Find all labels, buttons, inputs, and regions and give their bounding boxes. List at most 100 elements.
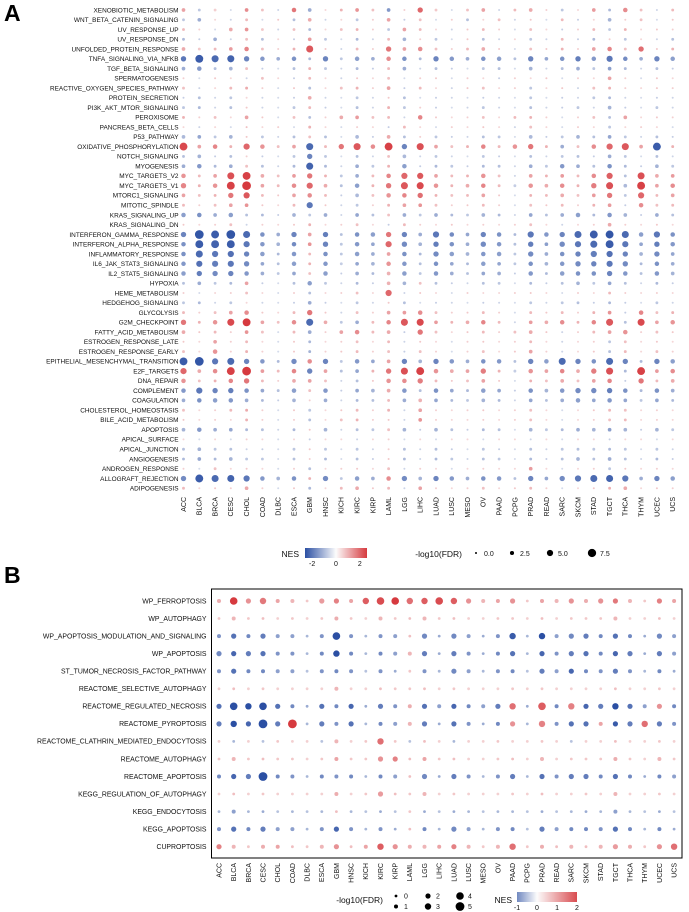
svg-text:NOTCH_SIGNALING: NOTCH_SIGNALING [117, 154, 179, 161]
svg-text:ANDROGEN_RESPONSE: ANDROGEN_RESPONSE [102, 466, 179, 473]
svg-text:INTERFERON_ALPHA_RESPONSE: INTERFERON_ALPHA_RESPONSE [73, 242, 180, 249]
panel-b-frame [211, 588, 683, 859]
svg-text:ST_TUMOR_NECROSIS_FACTOR_PATHW: ST_TUMOR_NECROSIS_FACTOR_PATHWAY [61, 669, 207, 676]
svg-text:LGG: LGG [402, 497, 409, 512]
svg-text:UNFOLDED_PROTEIN_RESPONSE: UNFOLDED_PROTEIN_RESPONSE [72, 46, 180, 53]
svg-text:ESCA: ESCA [319, 863, 326, 882]
svg-text:HYPOXIA: HYPOXIA [150, 281, 179, 288]
svg-text:7.5: 7.5 [600, 551, 610, 558]
svg-text:5.0: 5.0 [558, 551, 568, 558]
svg-text:REACTIVE_OXYGEN_SPECIES_PATHWA: REACTIVE_OXYGEN_SPECIES_PATHWAY [50, 85, 179, 92]
svg-text:DNA_REPAIR: DNA_REPAIR [138, 378, 179, 385]
svg-text:ESTROGEN_RESPONSE_LATE: ESTROGEN_RESPONSE_LATE [84, 339, 179, 346]
svg-text:FATTY_ACID_METABOLISM: FATTY_ACID_METABOLISM [95, 329, 179, 336]
svg-text:0.0: 0.0 [484, 551, 494, 558]
svg-text:LUAD: LUAD [433, 497, 440, 516]
svg-text:PCPG: PCPG [525, 863, 532, 883]
svg-text:PAAD: PAAD [497, 497, 504, 516]
svg-text:STAD: STAD [598, 863, 605, 881]
svg-text:KICH: KICH [339, 497, 346, 514]
svg-text:-1: -1 [514, 905, 520, 912]
svg-text:2: 2 [575, 905, 579, 912]
svg-text:KIRC: KIRC [378, 863, 385, 880]
svg-text:IL2_STAT5_SIGNALING: IL2_STAT5_SIGNALING [108, 271, 178, 278]
svg-text:REACTOME_AUTOPHAGY: REACTOME_AUTOPHAGY [121, 756, 207, 763]
svg-text:BLCA: BLCA [197, 497, 204, 516]
svg-text:ACC: ACC [216, 863, 223, 878]
svg-text:PCPG: PCPG [512, 497, 519, 517]
svg-text:LUAD: LUAD [451, 863, 458, 882]
svg-text:TGF_BETA_SIGNALING: TGF_BETA_SIGNALING [107, 66, 178, 73]
svg-text:THCA: THCA [623, 497, 630, 516]
svg-text:KIRP: KIRP [370, 497, 377, 514]
svg-text:5: 5 [468, 904, 472, 911]
svg-text:IL6_JAK_STAT3_SIGNALING: IL6_JAK_STAT3_SIGNALING [93, 261, 179, 268]
panel-b-dots [216, 597, 678, 850]
svg-text:READ: READ [544, 497, 551, 516]
svg-text:LGG: LGG [422, 863, 429, 878]
svg-text:KRAS_SIGNALING_UP: KRAS_SIGNALING_UP [110, 212, 179, 219]
svg-text:KEGG_ENDOCYTOSIS: KEGG_ENDOCYTOSIS [133, 809, 207, 816]
svg-text:SARC: SARC [569, 863, 576, 882]
svg-text:COAGULATION: COAGULATION [132, 398, 179, 405]
svg-text:HEDGEHOG_SIGNALING: HEDGEHOG_SIGNALING [102, 300, 178, 307]
svg-text:BRCA: BRCA [246, 863, 253, 883]
svg-text:MYC_TARGETS_V2: MYC_TARGETS_V2 [119, 173, 179, 180]
svg-text:REACTOME_PYROPTOSIS: REACTOME_PYROPTOSIS [119, 721, 207, 728]
svg-text:MESO: MESO [465, 496, 472, 517]
svg-text:4: 4 [468, 894, 472, 901]
svg-text:REACTOME_CLATHRIN_MEDIATED_END: REACTOME_CLATHRIN_MEDIATED_ENDOCYTOSIS [37, 739, 207, 746]
svg-text:THYM: THYM [639, 497, 646, 517]
svg-text:PAAD: PAAD [510, 863, 517, 882]
svg-text:SKCM: SKCM [575, 497, 582, 517]
svg-text:0: 0 [535, 905, 539, 912]
svg-text:SARC: SARC [560, 497, 567, 516]
panel-b-row-labels: WP_FERROPTOSIS WP_AUTOPHAGY WP_APOPTOSIS_M… [37, 598, 207, 851]
svg-text:1: 1 [555, 905, 559, 912]
svg-text:GBM: GBM [334, 863, 341, 879]
svg-text:GLYCOLYSIS: GLYCOLYSIS [139, 310, 179, 317]
svg-text:CHOL: CHOL [275, 863, 282, 883]
svg-text:SPERMATOGENESIS: SPERMATOGENESIS [114, 76, 178, 83]
svg-text:LUSC: LUSC [449, 497, 456, 516]
svg-text:CHOL: CHOL [244, 497, 251, 517]
svg-text:UCS: UCS [670, 497, 677, 512]
svg-text:PRAD: PRAD [528, 497, 535, 516]
svg-text:UCEC: UCEC [654, 497, 661, 517]
svg-text:UCS: UCS [671, 863, 678, 878]
panel-a-col-labels: ACC BLCA BRCA CESC CHOL COAD DLBC ESCA GBM HNSC KI… [181, 496, 677, 517]
svg-text:READ: READ [554, 863, 561, 882]
svg-text:TGCT: TGCT [607, 496, 614, 516]
svg-text:OV: OV [481, 497, 488, 507]
panel-b-legend: -log10(FDR) 0 1 2 3 4 5 NES-1 0 1 2 [336, 892, 579, 912]
svg-text:CUPROPTOSIS: CUPROPTOSIS [156, 844, 206, 851]
svg-text:WP_APOPTOSIS_MODULATION_AND_SI: WP_APOPTOSIS_MODULATION_AND_SIGNALING [43, 633, 207, 640]
svg-text:KICH: KICH [363, 863, 370, 880]
svg-text:LUSC: LUSC [466, 863, 473, 882]
svg-text:LAML: LAML [386, 497, 393, 515]
svg-text:1: 1 [404, 904, 408, 911]
svg-text:CHOLESTEROL_HOMEOSTASIS: CHOLESTEROL_HOMEOSTASIS [80, 407, 178, 414]
svg-text:DLBC: DLBC [304, 863, 311, 882]
svg-text:2: 2 [358, 561, 362, 568]
svg-text:THYM: THYM [642, 863, 649, 883]
svg-text:PANCREAS_BETA_CELLS: PANCREAS_BETA_CELLS [100, 124, 179, 131]
svg-text:MYOGENESIS: MYOGENESIS [135, 163, 178, 170]
svg-text:CESC: CESC [228, 497, 235, 516]
svg-text:3: 3 [436, 904, 440, 911]
svg-text:THCA: THCA [627, 863, 634, 882]
svg-text:MYC_TARGETS_V1: MYC_TARGETS_V1 [119, 183, 179, 190]
svg-text:MTORC1_SIGNALING: MTORC1_SIGNALING [113, 193, 179, 200]
panel-a-label: A [4, 0, 21, 26]
svg-text:NES: NES [495, 895, 513, 905]
svg-text:WP_AUTOPHAGY: WP_AUTOPHAGY [148, 616, 206, 623]
svg-text:REACTOME_REGULATED_NECROSIS: REACTOME_REGULATED_NECROSIS [82, 704, 207, 711]
svg-text:MITOTIC_SPINDLE: MITOTIC_SPINDLE [121, 203, 179, 210]
svg-text:ESCA: ESCA [291, 497, 298, 516]
svg-text:-log10(FDR): -log10(FDR) [415, 549, 462, 559]
svg-text:APICAL_JUNCTION: APICAL_JUNCTION [119, 447, 178, 454]
svg-text:BLCA: BLCA [231, 863, 238, 882]
svg-text:ADIPOGENESIS: ADIPOGENESIS [130, 486, 179, 493]
